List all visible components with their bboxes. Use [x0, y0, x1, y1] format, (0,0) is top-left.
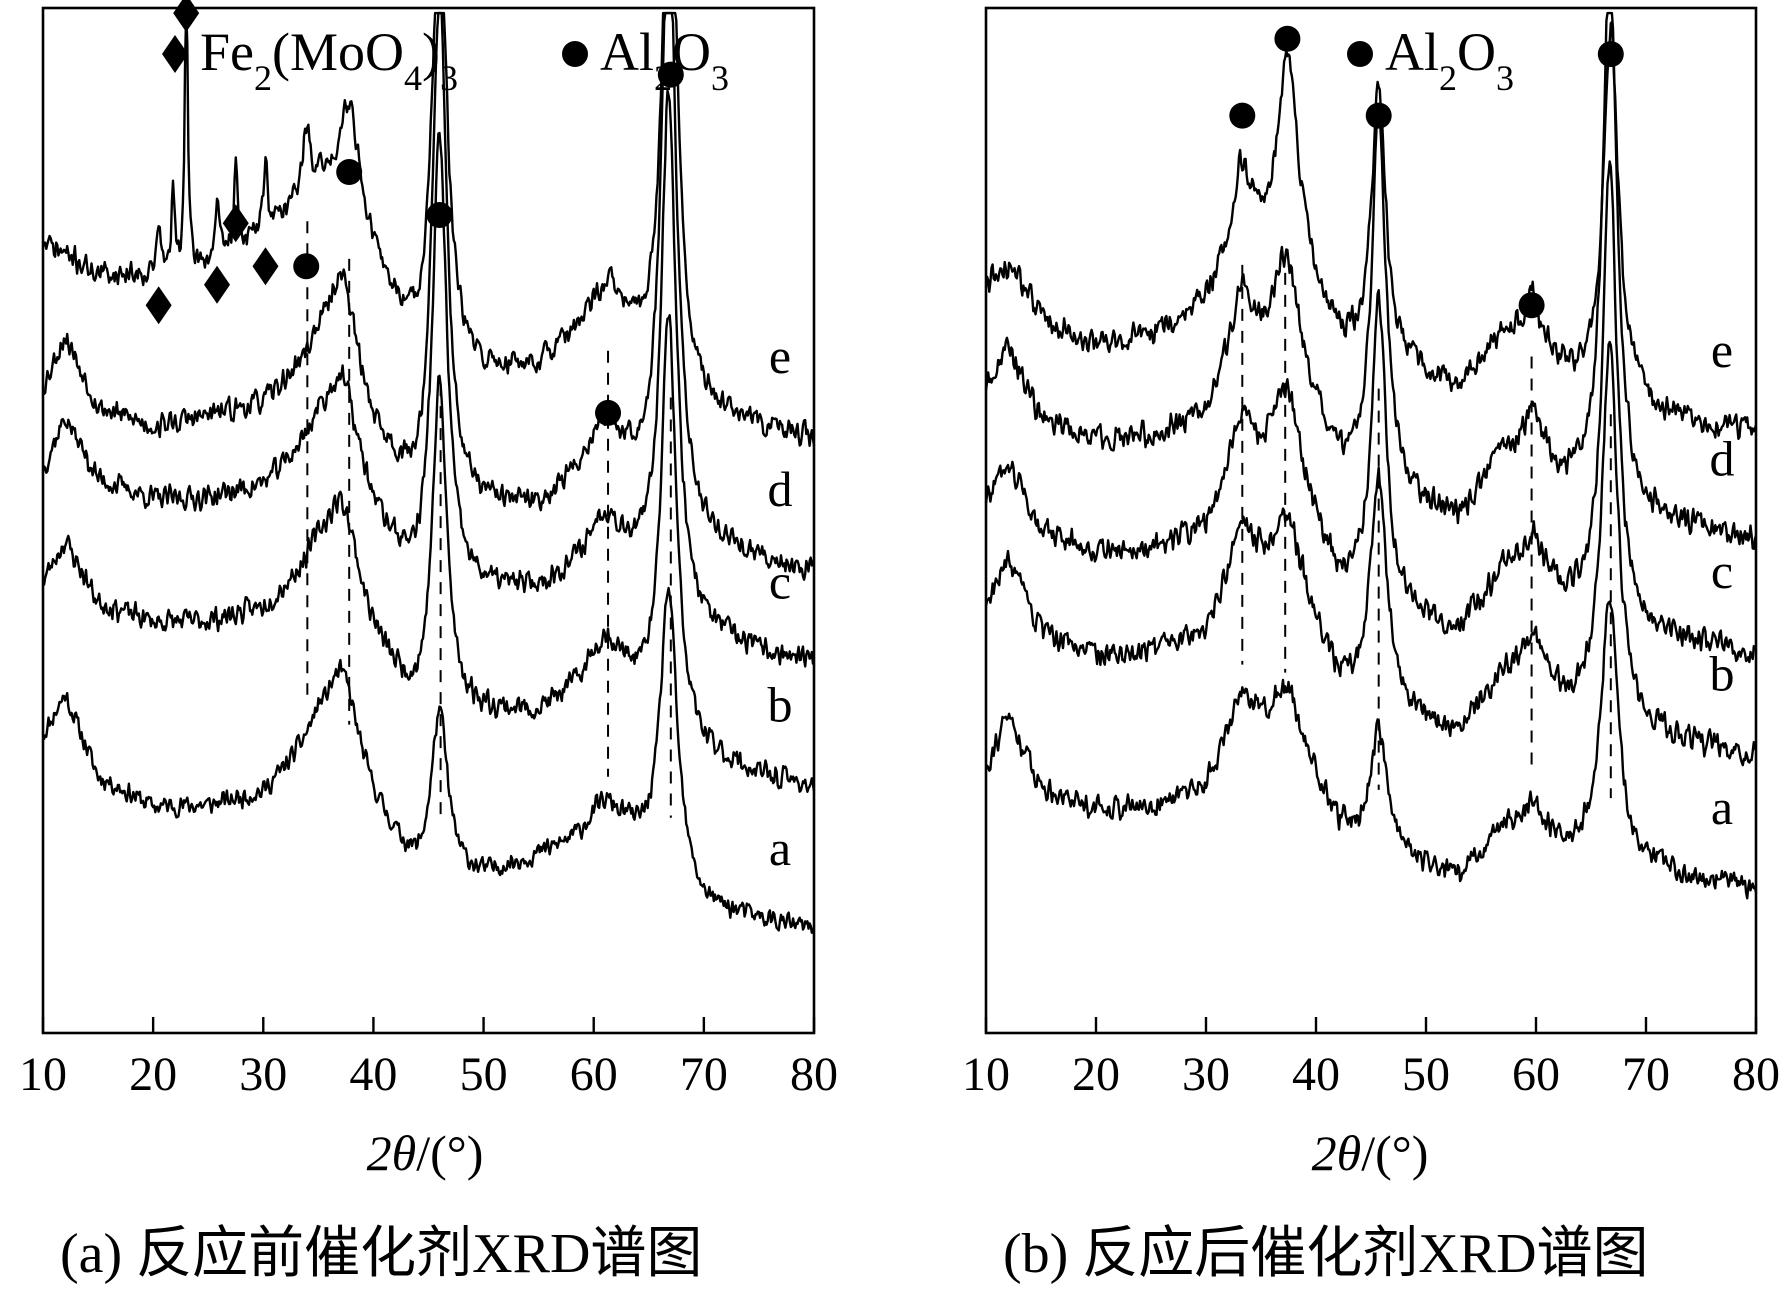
x-tick-label-b-40: 40 — [1292, 1048, 1340, 1101]
x-tick-label-a-20: 20 — [129, 1048, 177, 1101]
x-tick-label-a-60: 60 — [570, 1048, 618, 1101]
legend-label-a-1: Al2O3 — [600, 22, 729, 98]
circle-marker-a-6 — [336, 159, 363, 185]
x-axis-ticks-a: 10 20 30 40 50 60 70 80 — [19, 1017, 838, 1101]
x-tick-label-a-80: 80 — [790, 1048, 838, 1101]
xrd-curve-b-a — [984, 600, 1758, 900]
curve-label-a-d: d — [768, 461, 793, 517]
xrd-curve-a-d — [41, 11, 816, 581]
plot-frame-a — [41, 6, 816, 1035]
circle-marker-a-5 — [293, 253, 320, 280]
xrd-curve-a-c — [41, 89, 815, 668]
panel-a: a b cd e Fe2(MoO4)3 Al2O3 10 20 30 40 50 60 70 80 2θ… — [19, 0, 838, 1285]
x-axis-title-b: 2θ/(°) — [1312, 1125, 1429, 1181]
curve-label-a-e: e — [769, 328, 791, 384]
x-tick-label-b-50: 50 — [1402, 1048, 1450, 1101]
diamond-marker-a-1 — [145, 286, 172, 325]
x-tick-label-a-50: 50 — [460, 1048, 508, 1101]
xrd-curve-b-e — [984, 20, 1758, 440]
curve-label-a-b: b — [768, 676, 793, 732]
curve-label-b-b: b — [1710, 646, 1735, 702]
x-tick-label-b-60: 60 — [1512, 1048, 1560, 1101]
x-tick-label-b-80: 80 — [1732, 1048, 1780, 1101]
xrd-curve-b-b — [984, 340, 1758, 767]
legend-item-a-1: Al2O3 — [562, 22, 729, 98]
curve-label-a-c: c — [769, 553, 791, 609]
circle-marker-b-3 — [1518, 292, 1545, 319]
x-axis-title-a: 2θ/(°) — [367, 1125, 484, 1181]
circle-marker-a-7 — [426, 202, 453, 229]
xrd-curve-a-a — [42, 586, 816, 934]
x-tick-label-b-30: 30 — [1182, 1048, 1230, 1101]
legend-diamond-icon — [162, 35, 188, 73]
circle-marker-b-1 — [1274, 25, 1301, 52]
x-tick-label-a-30: 30 — [239, 1048, 287, 1101]
x-tick-label-b-70: 70 — [1622, 1048, 1670, 1101]
x-tick-label-b-20: 20 — [1072, 1048, 1120, 1101]
x-tick-label-a-70: 70 — [680, 1048, 728, 1101]
legend-item-a-0: Fe2(MoO4)3 — [162, 22, 458, 98]
x-tick-label-a-10: 10 — [19, 1048, 67, 1101]
xrd-curve-b-c — [984, 160, 1758, 664]
legend-item-b-0: Al2O3 — [1347, 22, 1514, 98]
curve-label-a-a: a — [769, 820, 791, 876]
curve-label-b-c: c — [1711, 543, 1733, 599]
plot-frame-b — [984, 6, 1758, 1035]
diamond-marker-a-4 — [252, 247, 279, 286]
legend-circle-icon — [1347, 41, 1373, 67]
xrd-curve-a-e — [41, 11, 816, 447]
x-axis-ticks-b: 10 20 30 40 50 60 70 80 — [962, 1017, 1780, 1101]
circle-marker-a-8 — [595, 399, 622, 426]
plot-area-a: a b cd e Fe2(MoO4)3 Al2O3 — [41, 0, 816, 934]
caption-a: (a) 反应前催化剂XRD谱图 — [60, 1223, 702, 1285]
legend-circle-icon — [562, 41, 588, 67]
legend-label-b-0: Al2O3 — [1385, 22, 1514, 98]
xrd-curve-b-d — [984, 11, 1758, 550]
panel-b: a bc de Al2O3 10 20 30 40 50 60 70 80 2θ/(°) (b) 反… — [962, 6, 1780, 1285]
x-tick-label-a-40: 40 — [349, 1048, 397, 1101]
plot-area-b: a bc de Al2O3 — [984, 11, 1758, 900]
x-tick-label-b-10: 10 — [962, 1048, 1010, 1101]
circle-marker-b-0 — [1229, 102, 1256, 129]
diamond-marker-a-3 — [222, 204, 249, 243]
diamond-marker-a-0 — [173, 0, 200, 33]
curve-label-b-a: a — [1711, 779, 1733, 835]
circle-marker-a-9 — [657, 61, 684, 88]
xrd-curve-a-b — [42, 314, 816, 793]
legend-label-a-0: Fe2(MoO4)3 — [200, 22, 458, 98]
curve-label-b-e: e — [1711, 322, 1733, 378]
diamond-marker-a-2 — [204, 265, 231, 304]
circle-marker-b-2 — [1365, 102, 1392, 129]
caption-b: (b) 反应后催化剂XRD谱图 — [1003, 1223, 1649, 1285]
curve-label-b-d: d — [1710, 430, 1735, 486]
circle-marker-b-4 — [1597, 41, 1624, 68]
